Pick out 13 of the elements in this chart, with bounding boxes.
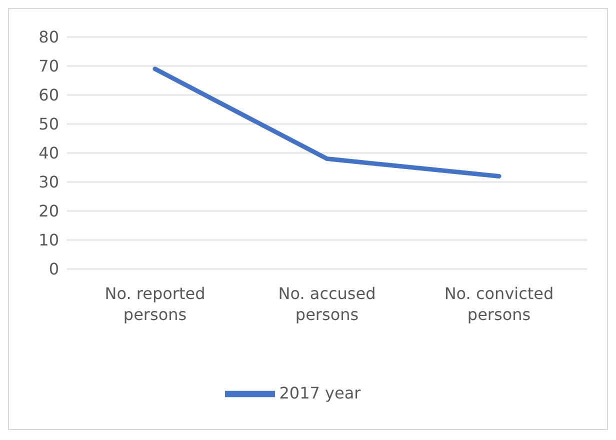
y-tick-label: 60 (38, 86, 59, 105)
x-tick-label: No. convicted persons (444, 284, 554, 324)
legend-label: 2017 year (279, 383, 361, 402)
y-tick-label: 0 (48, 260, 59, 279)
y-tick-label: 80 (38, 28, 59, 47)
y-tick-label: 30 (38, 172, 59, 192)
y-tick-label: 10 (38, 230, 59, 250)
y-tick-label: 20 (38, 202, 59, 221)
x-tick-label: No. reported persons (104, 284, 206, 324)
y-tick-label: 70 (38, 56, 59, 76)
y-tick-label: 50 (38, 114, 59, 134)
y-tick-label: 40 (38, 144, 59, 163)
x-tick-label: No. accused persons (278, 284, 376, 324)
